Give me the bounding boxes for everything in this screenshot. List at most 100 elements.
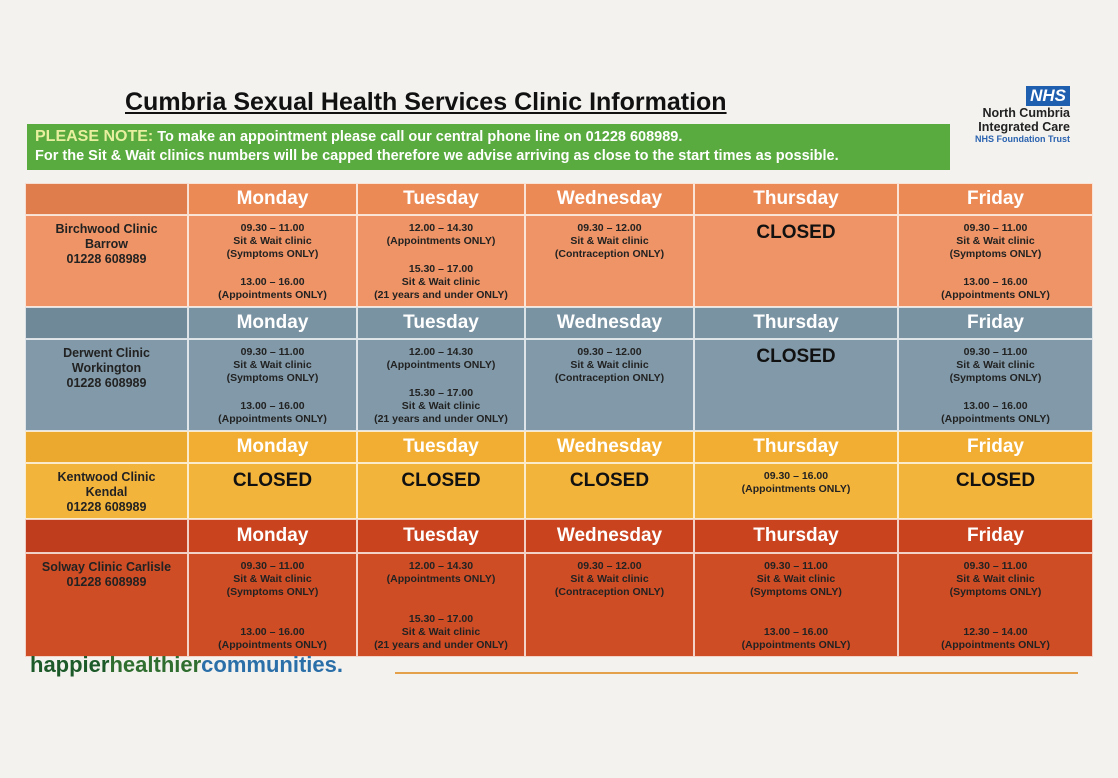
closed-label: CLOSED bbox=[401, 470, 481, 491]
session: 13.00 – 16.00 (Appointments ONLY) bbox=[218, 400, 327, 426]
clinic-name-cell: Birchwood Clinic Barrow 01228 608989 bbox=[25, 215, 188, 307]
session-line: 09.30 – 11.00 bbox=[240, 222, 305, 234]
session: 13.00 – 16.00 (Appointments ONLY) bbox=[218, 626, 327, 652]
session-line: 09.30 – 11.00 bbox=[240, 346, 305, 358]
clinic-name-cell: Derwent Clinic Workington 01228 608989 bbox=[25, 339, 188, 431]
clinic-name: Barrow bbox=[84, 237, 129, 251]
session-line: 13.00 – 16.00 bbox=[240, 626, 305, 638]
header-corner bbox=[25, 431, 188, 463]
session-line: 09.30 – 16.00 bbox=[763, 470, 829, 482]
schedule-cell: 09.30 – 12.00 Sit & Wait clinic (Contracep… bbox=[525, 215, 694, 307]
session-line: (21 years and under ONLY) bbox=[374, 289, 508, 301]
closed-label: CLOSED bbox=[756, 222, 836, 243]
day-header: Tuesday bbox=[357, 519, 525, 553]
session: 13.00 – 16.00 (Appointments ONLY) bbox=[941, 276, 1050, 302]
session-line: Sit & Wait clinic bbox=[956, 359, 1035, 371]
session: 15.30 – 17.00 Sit & Wait clinic (21 years … bbox=[374, 387, 508, 426]
session-line: (Appointments ONLY) bbox=[218, 413, 327, 425]
day-header: Wednesday bbox=[525, 519, 694, 553]
closed-label: CLOSED bbox=[955, 470, 1036, 491]
session: 09.30 – 11.00 Sit & Wait clinic (Symptoms … bbox=[227, 222, 319, 261]
session-line: (Symptoms ONLY) bbox=[750, 586, 842, 598]
session: 12.30 – 14.00 (Appointments ONLY) bbox=[941, 626, 1050, 652]
session: 09.30 – 11.00 Sit & Wait clinic (Symptoms … bbox=[227, 346, 319, 385]
schedule-table: Monday Tuesday Wednesday Thursday Friday Birc… bbox=[25, 183, 1093, 657]
schedule-cell: CLOSED bbox=[525, 463, 694, 519]
session-line: (Contraception ONLY) bbox=[554, 248, 665, 260]
schedule-cell: 09.30 – 12.00 Sit & Wait clinic (Contracep… bbox=[525, 339, 694, 431]
day-header: Monday bbox=[188, 183, 357, 215]
session: 09.30 – 12.00 Sit & Wait clinic (Contracep… bbox=[555, 222, 664, 261]
session-line: (Appointments ONLY) bbox=[218, 289, 327, 301]
session-line: Sit & Wait clinic bbox=[401, 626, 481, 638]
session-line: (Appointments ONLY) bbox=[218, 639, 327, 651]
session-line: 09.30 – 12.00 bbox=[577, 560, 642, 572]
schedule-cell: CLOSED bbox=[694, 215, 898, 307]
header-corner bbox=[25, 183, 188, 215]
closed-label: CLOSED bbox=[569, 470, 650, 491]
session-line: (Symptoms ONLY) bbox=[226, 248, 319, 260]
org-line: Integrated Care bbox=[978, 120, 1070, 134]
schedule-cell: 12.00 – 14.30 (Appointments ONLY) 15.30 – … bbox=[357, 553, 525, 657]
day-header: Friday bbox=[898, 307, 1093, 339]
day-header: Tuesday bbox=[357, 431, 525, 463]
session-line: (Contraception ONLY) bbox=[554, 586, 665, 598]
slogan: happierhealthiercommunities. bbox=[30, 652, 343, 678]
day-header: Tuesday bbox=[357, 183, 525, 215]
session-line: 15.30 – 17.00 bbox=[408, 387, 474, 399]
session: 15.30 – 17.00 Sit & Wait clinic (21 years … bbox=[374, 263, 508, 302]
schedule-cell: 09.30 – 11.00 Sit & Wait clinic (Symptoms … bbox=[694, 553, 898, 657]
schedule-cell: CLOSED bbox=[357, 463, 525, 519]
session-line: 09.30 – 11.00 bbox=[240, 560, 305, 572]
session-line: Sit & Wait clinic bbox=[570, 359, 649, 371]
session: 15.30 – 17.00 Sit & Wait clinic (21 years … bbox=[374, 613, 508, 652]
session-line: (Symptoms ONLY) bbox=[226, 586, 319, 598]
clinic-name: Kendal bbox=[85, 485, 128, 499]
schedule-cell: 09.30 – 11.00 Sit & Wait clinic (Symptoms … bbox=[898, 553, 1093, 657]
day-header: Thursday bbox=[694, 307, 898, 339]
session-line: 09.30 – 11.00 bbox=[764, 560, 828, 572]
session: 09.30 – 11.00 Sit & Wait clinic (Symptoms … bbox=[950, 222, 1042, 261]
session-line: 13.00 – 16.00 bbox=[240, 400, 305, 412]
notice-line: For the Sit & Wait clinics numbers will … bbox=[35, 148, 839, 164]
session-line: (Symptoms ONLY) bbox=[226, 372, 319, 384]
session: 12.00 – 14.30 (Appointments ONLY) bbox=[387, 560, 496, 586]
session-line: Sit & Wait clinic bbox=[233, 235, 312, 247]
day-header: Monday bbox=[188, 307, 357, 339]
day-header: Thursday bbox=[694, 431, 898, 463]
session: 09.30 – 12.00 Sit & Wait clinic (Contracep… bbox=[555, 346, 664, 385]
schedule-cell: 09.30 – 11.00 Sit & Wait clinic (Symptoms … bbox=[188, 553, 357, 657]
closed-label: CLOSED bbox=[756, 346, 836, 367]
day-header: Friday bbox=[898, 183, 1093, 215]
day-header: Thursday bbox=[694, 519, 898, 553]
session: 09.30 – 11.00 Sit & Wait clinic (Symptoms … bbox=[950, 346, 1042, 385]
session-line: (Appointments ONLY) bbox=[941, 289, 1050, 301]
closed-label: CLOSED bbox=[232, 470, 313, 491]
session-line: (Contraception ONLY) bbox=[554, 372, 665, 384]
session-line: 13.00 – 16.00 bbox=[963, 276, 1028, 288]
session-line: 13.00 – 16.00 bbox=[963, 400, 1028, 412]
schedule-cell: 12.00 – 14.30 (Appointments ONLY) 15.30 – … bbox=[357, 215, 525, 307]
day-header: Thursday bbox=[694, 183, 898, 215]
schedule-cell: 09.30 – 11.00 Sit & Wait clinic (Symptoms … bbox=[188, 215, 357, 307]
session-line: (21 years and under ONLY) bbox=[374, 413, 508, 425]
session-line: 09.30 – 12.00 bbox=[577, 222, 642, 234]
session-line: 13.00 – 16.00 bbox=[763, 626, 829, 638]
notice: PLEASE NOTE: To make an appointment plea… bbox=[27, 124, 950, 170]
session-line: Sit & Wait clinic bbox=[756, 573, 836, 585]
session-line: 12.00 – 14.30 bbox=[408, 222, 474, 234]
session-line: (Appointments ONLY) bbox=[941, 639, 1050, 651]
clinic-name: Kentwood Clinic bbox=[57, 470, 156, 484]
session: 09.30 – 16.00 (Appointments ONLY) bbox=[742, 470, 851, 496]
session: 09.30 – 11.00 Sit & Wait clinic (Symptoms … bbox=[750, 560, 842, 599]
clinic-phone: 01228 608989 bbox=[66, 252, 147, 266]
org-line: North Cumbria bbox=[982, 106, 1071, 120]
session-line: 15.30 – 17.00 bbox=[408, 263, 474, 275]
session-line: 09.30 – 11.00 bbox=[963, 346, 1028, 358]
clinic-phone: 01228 608989 bbox=[66, 575, 147, 589]
nhs-badge: NHS bbox=[1026, 86, 1070, 106]
day-header: Tuesday bbox=[357, 307, 525, 339]
session: 09.30 – 11.00 Sit & Wait clinic (Symptoms … bbox=[227, 560, 319, 599]
session-line: 09.30 – 11.00 bbox=[963, 560, 1028, 572]
